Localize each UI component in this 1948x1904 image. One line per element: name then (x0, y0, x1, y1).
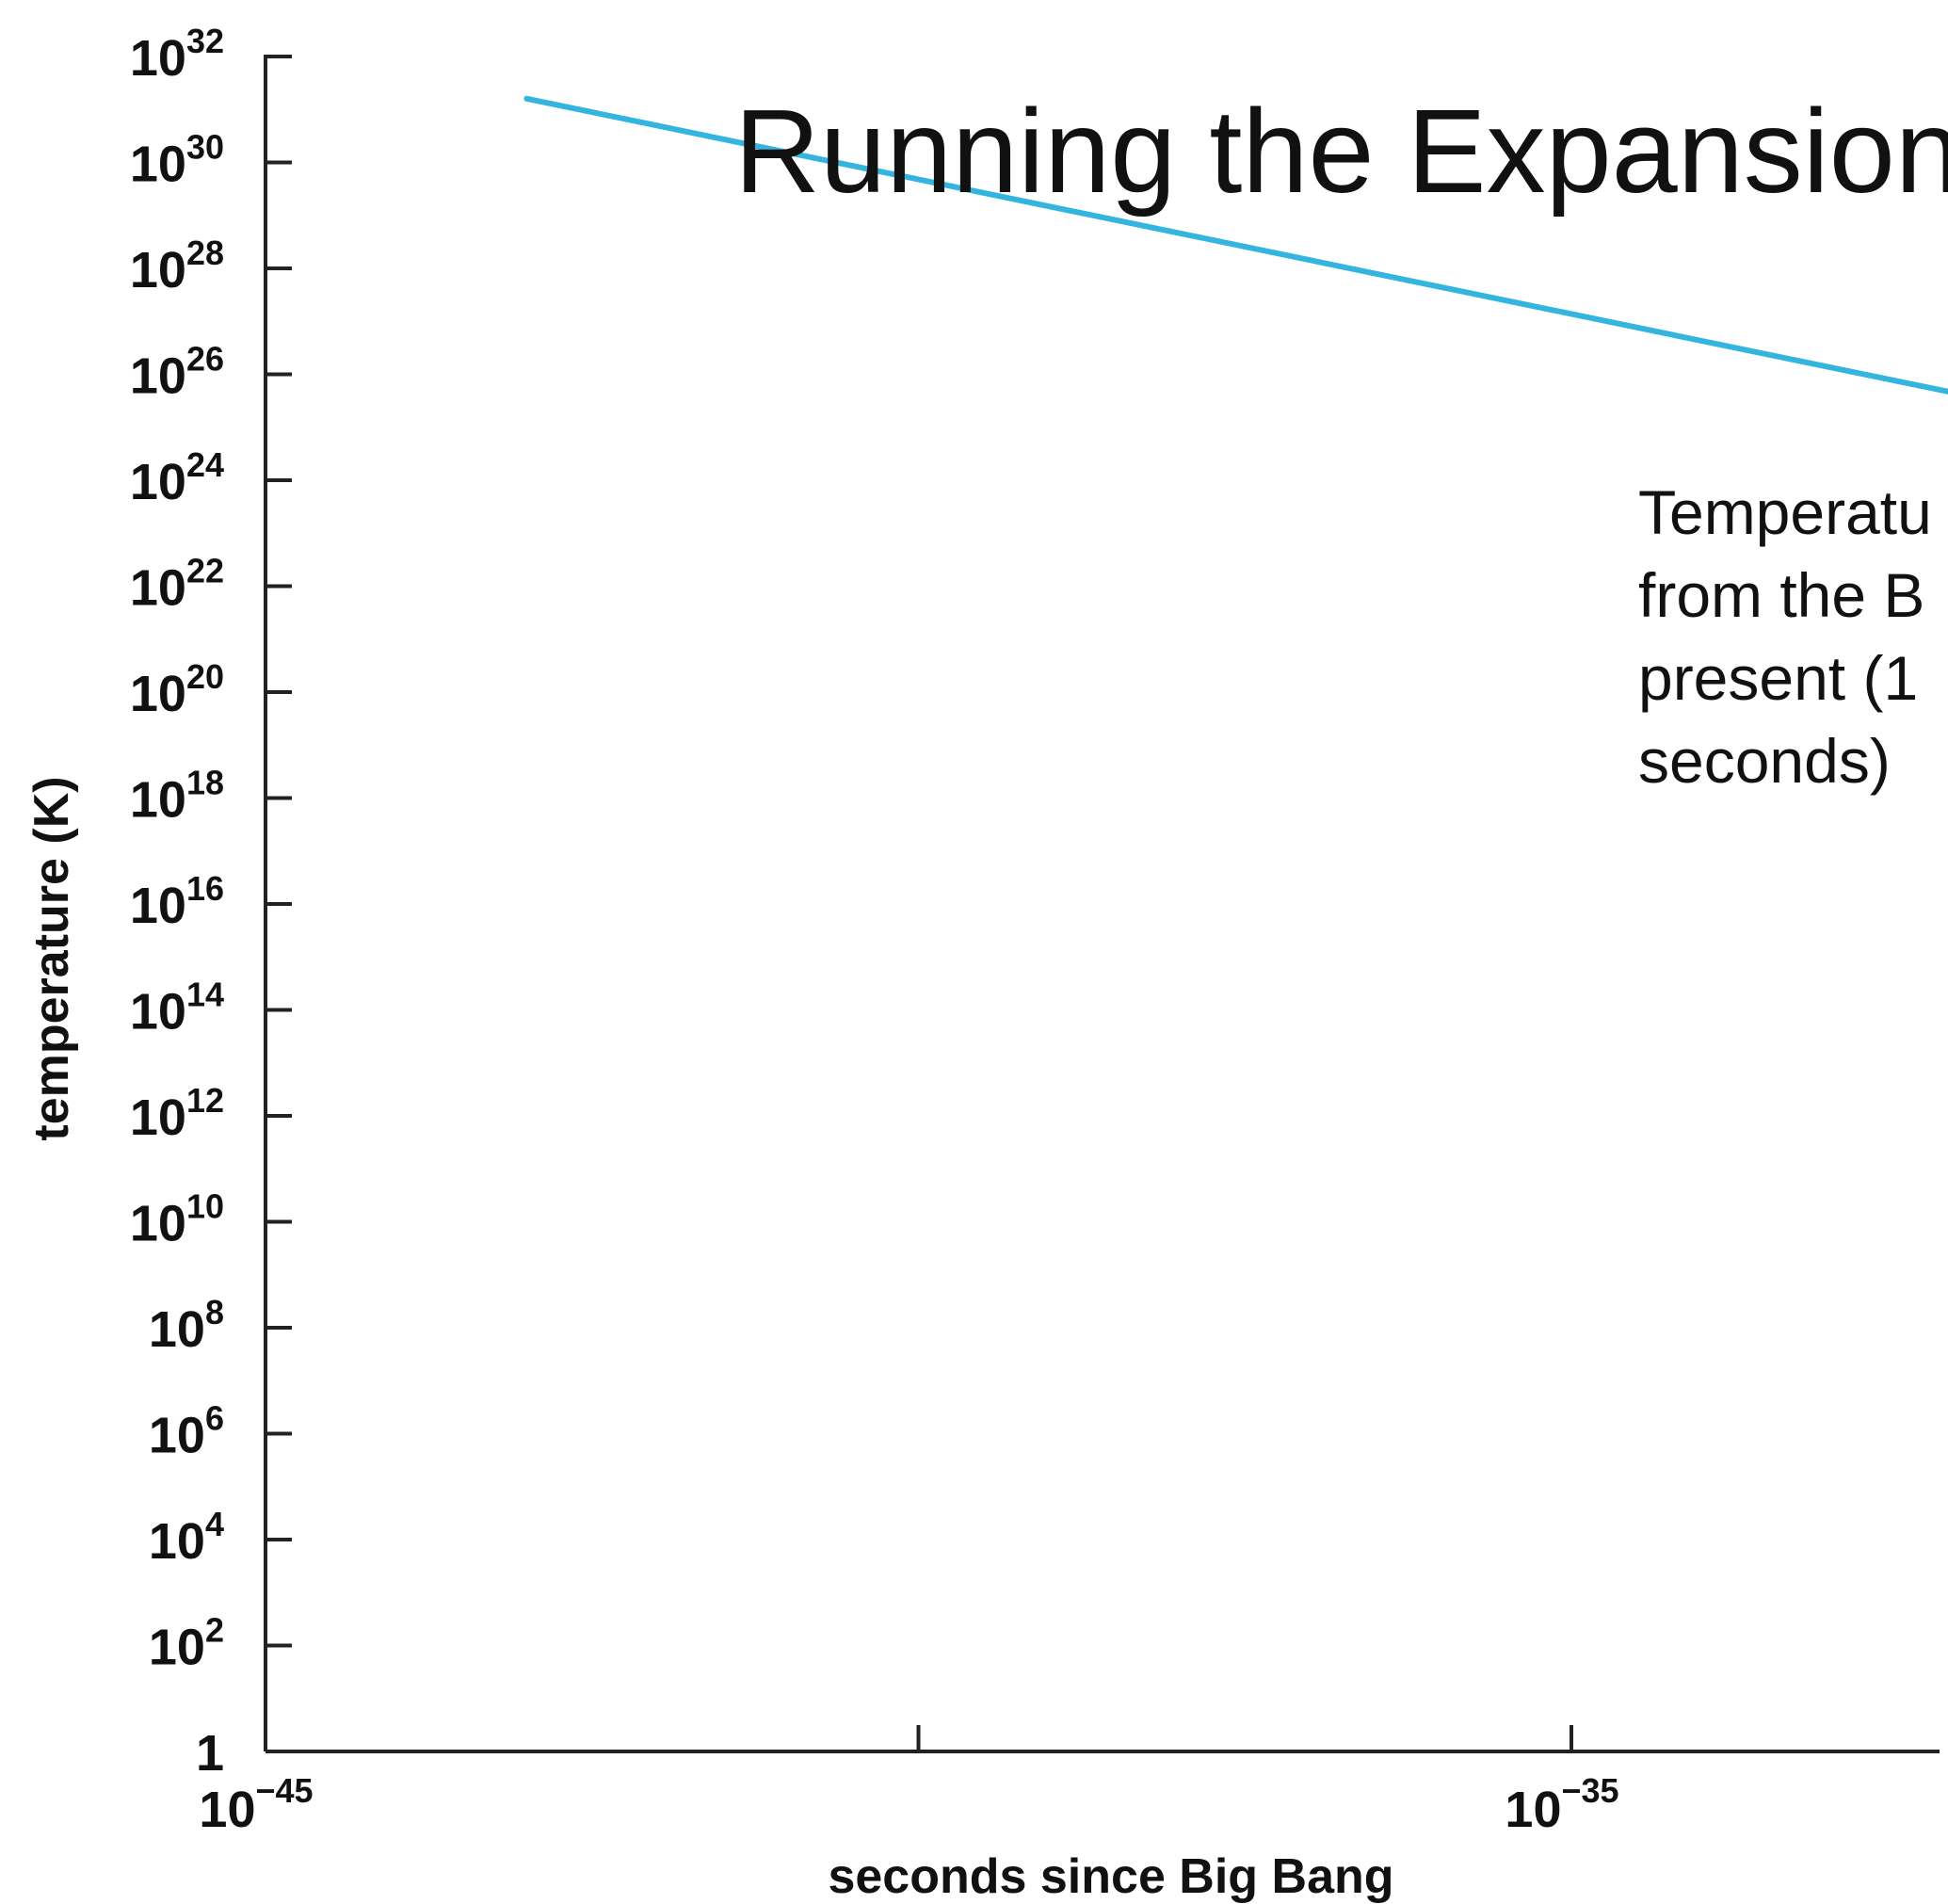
x-tick-label: 10−45 (199, 1771, 313, 1838)
y-tick-label: 1028 (130, 234, 224, 299)
x-axis-label: seconds since Big Bang (828, 1849, 1393, 1904)
y-tick-label: 1 (196, 1725, 224, 1782)
caption-line: seconds) (1638, 726, 1891, 796)
y-tick-label: 1018 (130, 764, 224, 829)
y-tick-label: 1020 (130, 657, 224, 722)
y-tick-label: 104 (149, 1505, 224, 1570)
y-tick-label: 1010 (130, 1187, 224, 1252)
series-line (523, 95, 1948, 395)
slide-title: Running the Expansion (734, 85, 1948, 218)
y-tick-label: 1012 (130, 1081, 224, 1146)
y-tick-label: 1032 (130, 22, 224, 87)
y-axis-label: temperature (K) (24, 776, 79, 1140)
y-tick-label: 108 (149, 1293, 224, 1358)
chart-series (523, 95, 1948, 395)
y-tick-label: 1026 (130, 340, 224, 405)
chart-axes (264, 55, 1940, 1753)
y-tick-label: 1016 (130, 869, 224, 934)
caption-line: from the B (1638, 560, 1925, 630)
y-tick-label: 1024 (130, 445, 224, 510)
y-tick-label: 102 (149, 1611, 224, 1676)
y-tick-label: 1030 (130, 128, 224, 193)
chart-ticks (264, 55, 1573, 1753)
x-tick-label: 10−35 (1505, 1771, 1618, 1838)
y-tick-label: 1022 (130, 552, 224, 617)
chart-caption: Temperatu from the B present (1 seconds) (1638, 471, 1932, 802)
y-tick-label: 106 (149, 1399, 224, 1464)
caption-line: Temperatu (1638, 477, 1932, 547)
y-tick-label: 1014 (130, 976, 224, 1041)
caption-line: present (1 (1638, 643, 1919, 713)
chart-tick-labels: 10−4510−3510−2510−1510−51051015110210410… (130, 22, 1619, 1838)
